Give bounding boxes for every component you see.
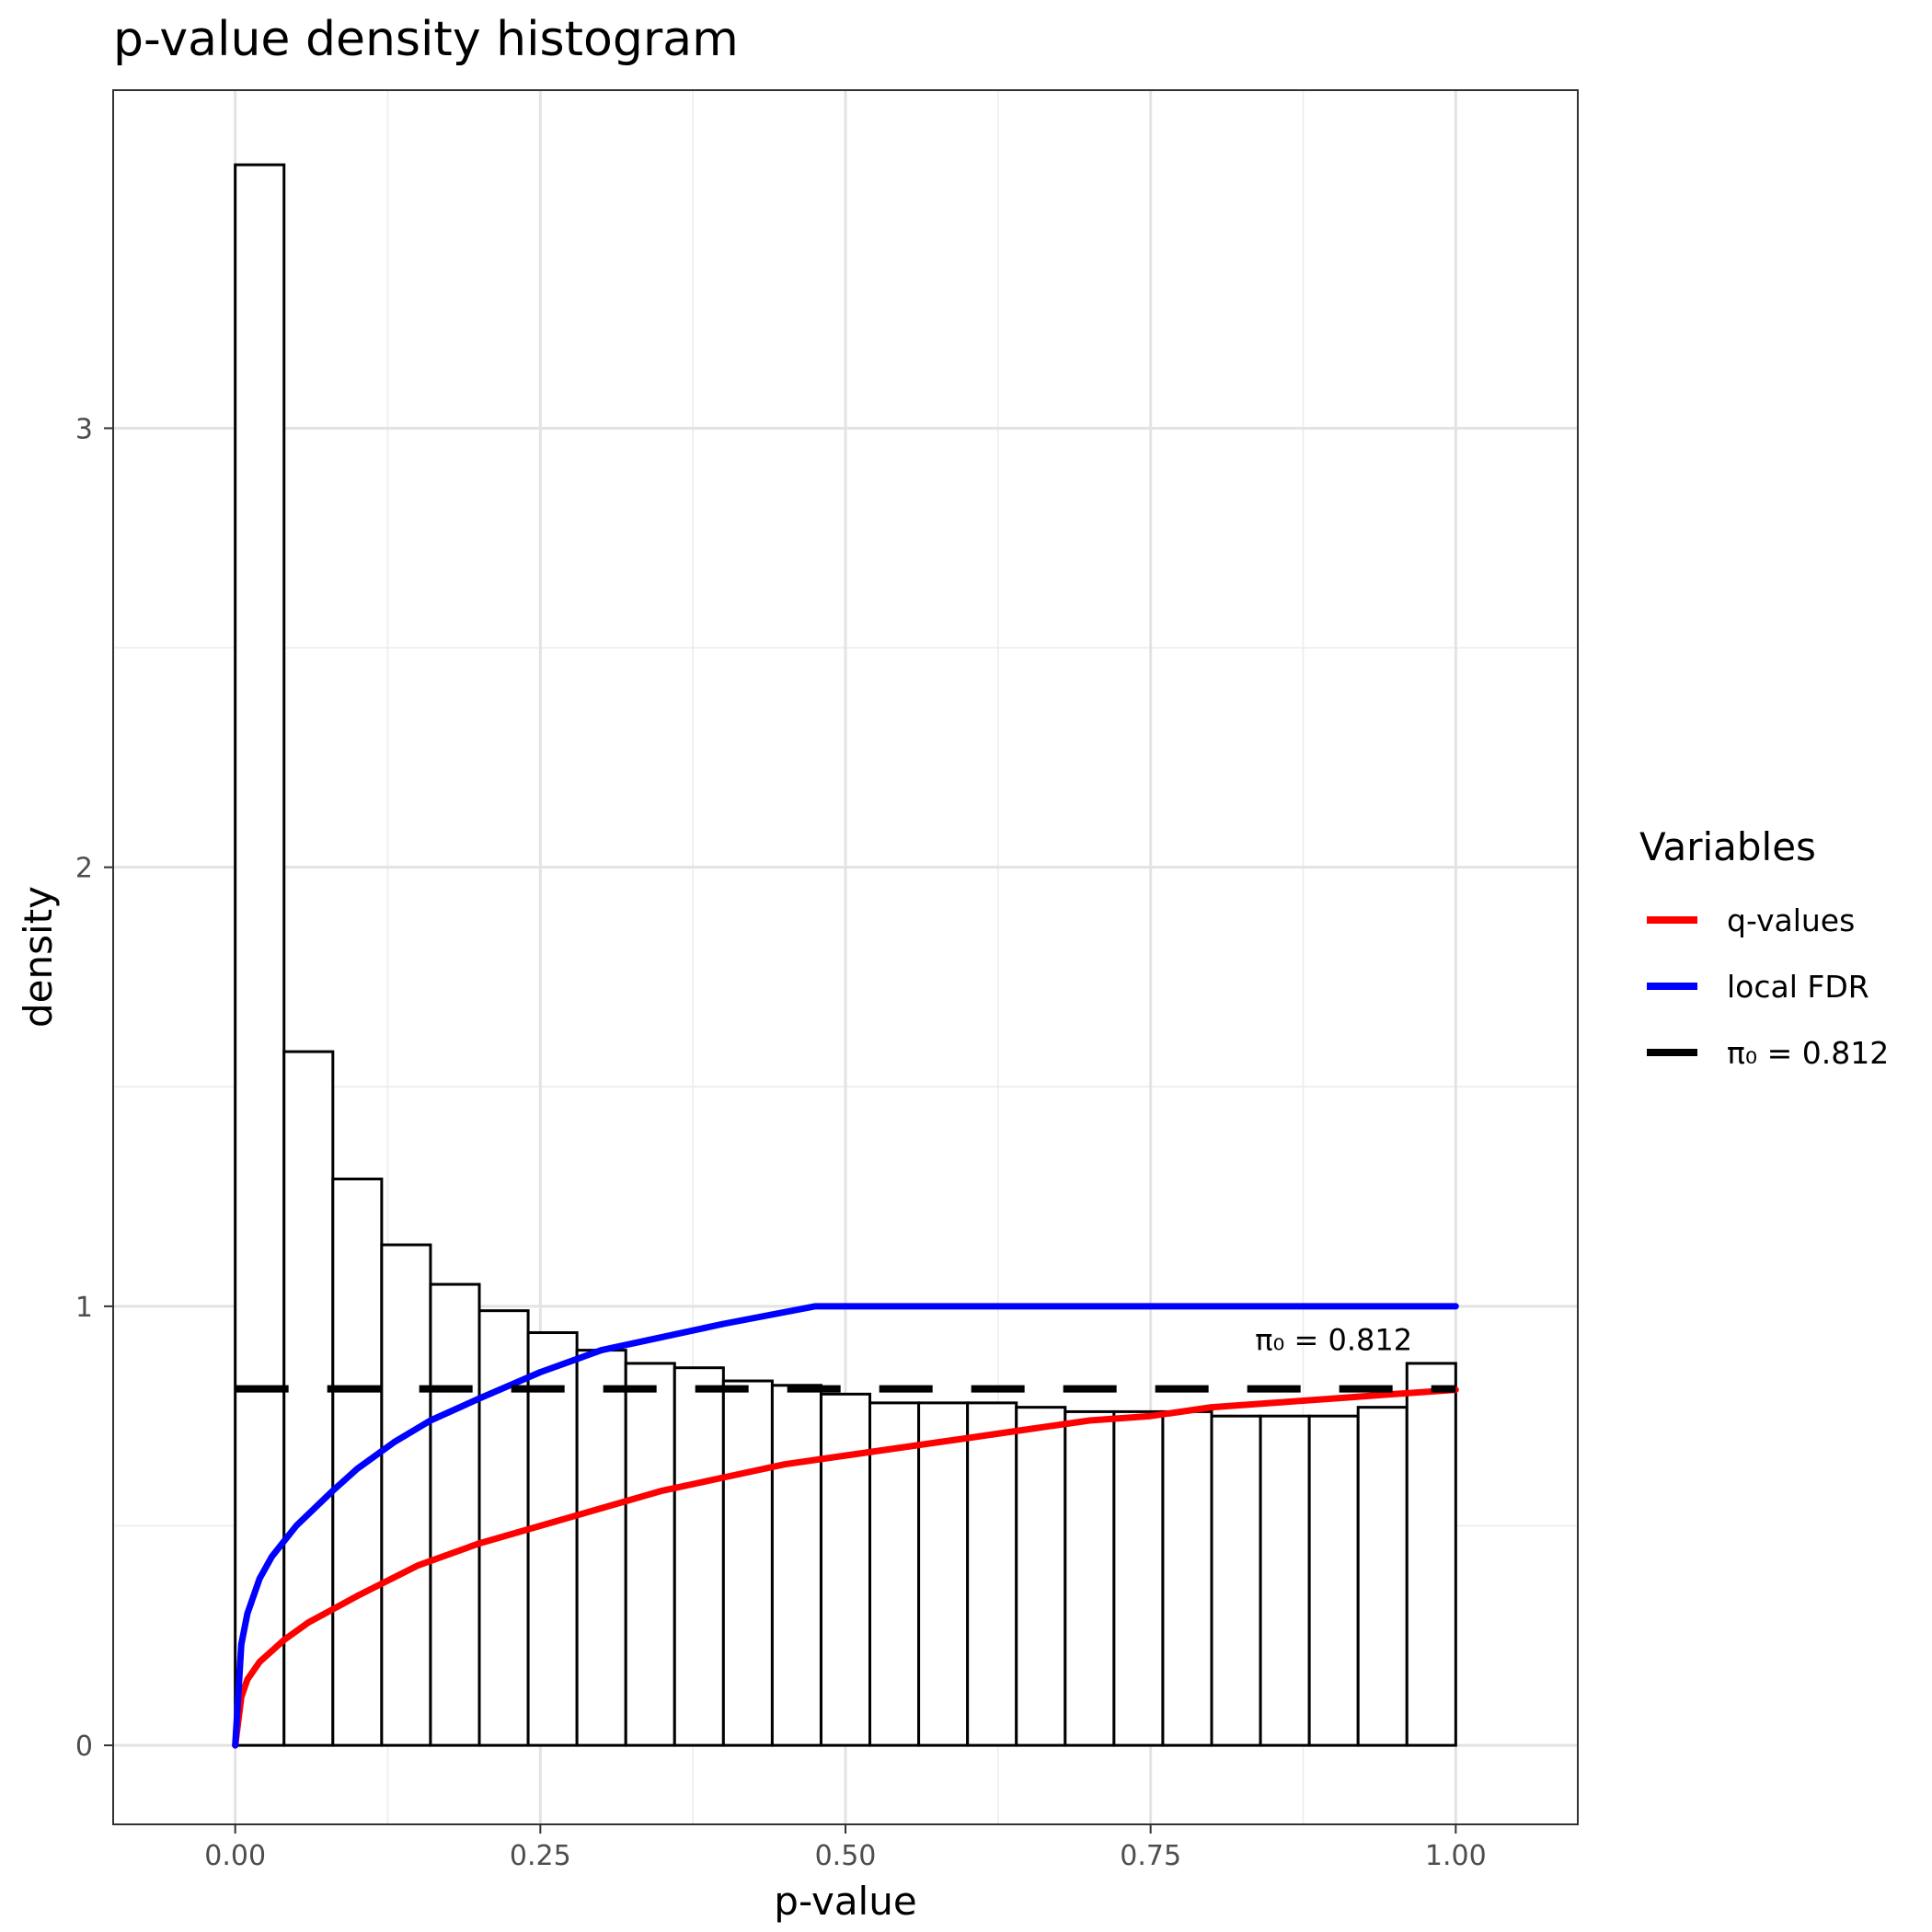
histogram-bar [1161, 1409, 1213, 1747]
chart-title: p-value density histogram [113, 12, 739, 67]
annotation-layer: π₀ = 0.812 [1255, 1323, 1412, 1358]
legend-item-label: π₀ = 0.812 [1727, 1035, 1889, 1071]
local-fdr-line [232, 1303, 1459, 1749]
x-tick-label: 0.75 [1120, 1840, 1181, 1872]
histogram-bar [868, 1401, 921, 1747]
y-tick-label: 0 [75, 1731, 93, 1763]
axes-layer: 0.00 0.25 0.50 0.75 1.00 0 1 2 3 [75, 413, 1487, 1872]
histogram-bar [1015, 1406, 1067, 1747]
histogram-bar [1307, 1414, 1360, 1747]
histogram-bar [770, 1384, 822, 1747]
pi0-annotation: π₀ = 0.812 [1255, 1323, 1412, 1358]
x-tick-label: 0.00 [204, 1840, 266, 1872]
histogram-bar [477, 1309, 530, 1747]
legend-item-label: local FDR [1727, 969, 1869, 1005]
histogram-bar [1356, 1406, 1409, 1747]
y-tick-label: 3 [75, 413, 93, 445]
histogram-bar [1210, 1414, 1262, 1747]
x-tick-label: 0.50 [815, 1840, 877, 1872]
histogram-bar [1064, 1409, 1116, 1747]
legend-item-label: q-values [1727, 903, 1855, 938]
histogram-bar [624, 1362, 676, 1747]
y-axis-title: density [16, 886, 61, 1028]
histogram-bar [282, 1050, 335, 1747]
x-axis-title: p-value [774, 1879, 916, 1924]
histogram-bar [917, 1401, 970, 1747]
histogram-bar [331, 1177, 384, 1747]
histogram-bar [380, 1243, 432, 1747]
histogram-bar [819, 1392, 872, 1747]
histogram-bar [1259, 1414, 1311, 1747]
histogram-bar [575, 1349, 627, 1747]
histogram-bar [1405, 1362, 1457, 1747]
legend: Variables q-values local FDR π₀ = 0.812 [1639, 824, 1889, 1071]
series-lines [232, 1303, 1459, 1749]
histogram-bar [721, 1379, 774, 1747]
y-tick-label: 1 [75, 1292, 93, 1324]
histogram-bars [234, 163, 1457, 1747]
histogram-bar [1112, 1409, 1165, 1747]
histogram-bar [526, 1331, 579, 1747]
histogram-bar [234, 163, 286, 1747]
x-tick-label: 1.00 [1425, 1840, 1487, 1872]
histogram-bar [673, 1366, 725, 1747]
histogram-bar [429, 1282, 481, 1747]
legend-title: Variables [1639, 824, 1816, 869]
histogram-bar [966, 1401, 1018, 1747]
x-tick-label: 0.25 [510, 1840, 571, 1872]
q-values-line [232, 1386, 1459, 1749]
y-tick-label: 2 [75, 853, 93, 885]
